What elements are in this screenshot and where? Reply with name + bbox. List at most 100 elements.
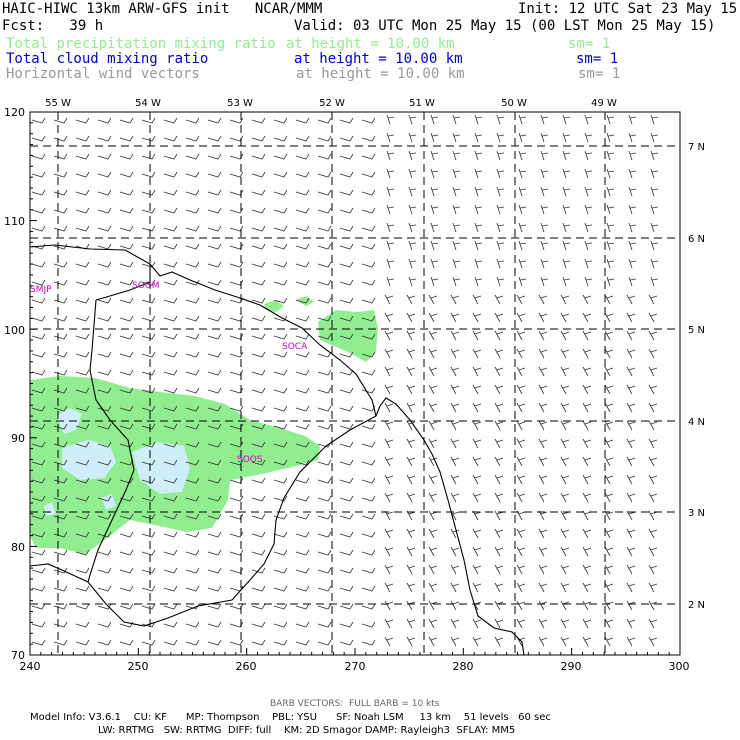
wind-barb (31, 639, 46, 646)
lon-label-53w: 53 W (227, 98, 253, 109)
wind-barb (75, 603, 90, 610)
wind-barb (361, 117, 376, 124)
wind-barb (518, 132, 527, 143)
wind-barb (53, 405, 68, 412)
wind-barb (628, 114, 637, 125)
wind-barb (295, 549, 310, 556)
wind-barb (474, 222, 483, 233)
wind-barb (582, 564, 592, 575)
x-tick-label-250: 250 (128, 660, 149, 673)
wind-barb (119, 369, 134, 376)
wind-barb (273, 171, 288, 178)
wind-barb (53, 585, 68, 592)
wind-barb (408, 168, 417, 179)
wind-barb (119, 117, 134, 124)
wind-barb (251, 351, 266, 358)
wind-barb (97, 279, 112, 286)
wind-barb (516, 546, 526, 557)
wind-barb (384, 438, 394, 449)
wind-barb (361, 207, 376, 214)
wind-barb (626, 330, 636, 341)
wind-barb (648, 348, 658, 359)
wind-barb (207, 135, 222, 142)
wind-barb (53, 297, 68, 304)
wind-barb (207, 585, 222, 592)
wind-barb (31, 225, 46, 232)
wind-barb (606, 222, 615, 233)
wind-barb (450, 600, 460, 611)
wind-barb (516, 618, 526, 629)
wind-barb (119, 261, 134, 268)
wind-barb (207, 243, 222, 250)
wind-barb (119, 513, 134, 520)
wind-barb (119, 567, 134, 574)
wind-barb (185, 423, 200, 430)
wind-barb (163, 297, 178, 304)
wind-barb (53, 441, 68, 448)
wind-barb (53, 549, 68, 556)
wind-barb (229, 639, 244, 646)
wind-barb (53, 189, 68, 196)
wind-barb (229, 243, 244, 250)
wind-barb (119, 297, 134, 304)
wind-barb (540, 150, 549, 161)
wind-barb (384, 618, 394, 629)
wind-barb (229, 315, 244, 322)
wind-barb (474, 114, 483, 125)
wind-barb (141, 639, 156, 646)
wind-barb (251, 135, 266, 142)
plot-frame (29, 111, 681, 656)
wind-barb (141, 495, 156, 502)
wind-barb (582, 600, 592, 611)
header-title: HAIC-HIWC 13km ARW-GFS init NCAR/MMM (2, 1, 323, 17)
wind-barb (53, 477, 68, 484)
wind-barb (273, 639, 288, 646)
wind-barb (75, 297, 90, 304)
wind-barb (386, 150, 395, 161)
wind-barb (97, 333, 112, 340)
wind-barb (626, 438, 636, 449)
wind-barb (119, 153, 134, 160)
wind-barb (472, 528, 482, 539)
wind-barb (538, 600, 548, 611)
wind-barb (516, 384, 526, 395)
wind-barb (207, 189, 222, 196)
wind-barb (648, 546, 658, 557)
wind-barb (273, 441, 288, 448)
wind-barb (516, 420, 526, 431)
wind-barb (207, 387, 222, 394)
wind-barb (428, 492, 438, 503)
wind-barb (516, 438, 526, 449)
wind-barb (361, 387, 376, 394)
wind-barb (317, 189, 332, 196)
wind-barb (474, 132, 483, 143)
wind-barb (163, 225, 178, 232)
wind-barb (317, 495, 332, 502)
wind-barb (251, 405, 266, 412)
wind-barb (163, 117, 178, 124)
wind-barb (648, 384, 658, 395)
wind-barb (185, 387, 200, 394)
wind-barb (606, 114, 615, 125)
wind-barb (317, 387, 332, 394)
wind-barb (273, 477, 288, 484)
wind-barb (229, 603, 244, 610)
wind-barb (582, 438, 592, 449)
wind-barb (97, 531, 112, 538)
wind-barb (295, 441, 310, 448)
wind-barb (185, 513, 200, 520)
wind-barb (472, 402, 482, 413)
wind-barb (163, 513, 178, 520)
y-tick-label-120: 120 (4, 106, 25, 119)
wind-barb (361, 405, 376, 412)
wind-barb (31, 279, 46, 286)
wind-barb (430, 276, 439, 287)
y-tick-label-110: 110 (4, 215, 25, 228)
wind-barb (474, 258, 483, 269)
wind-barb (450, 402, 460, 413)
wind-barb (339, 621, 354, 628)
wind-barb (560, 636, 570, 647)
wind-barb (31, 117, 46, 124)
wind-barb (406, 294, 416, 305)
wind-barb (295, 135, 310, 142)
